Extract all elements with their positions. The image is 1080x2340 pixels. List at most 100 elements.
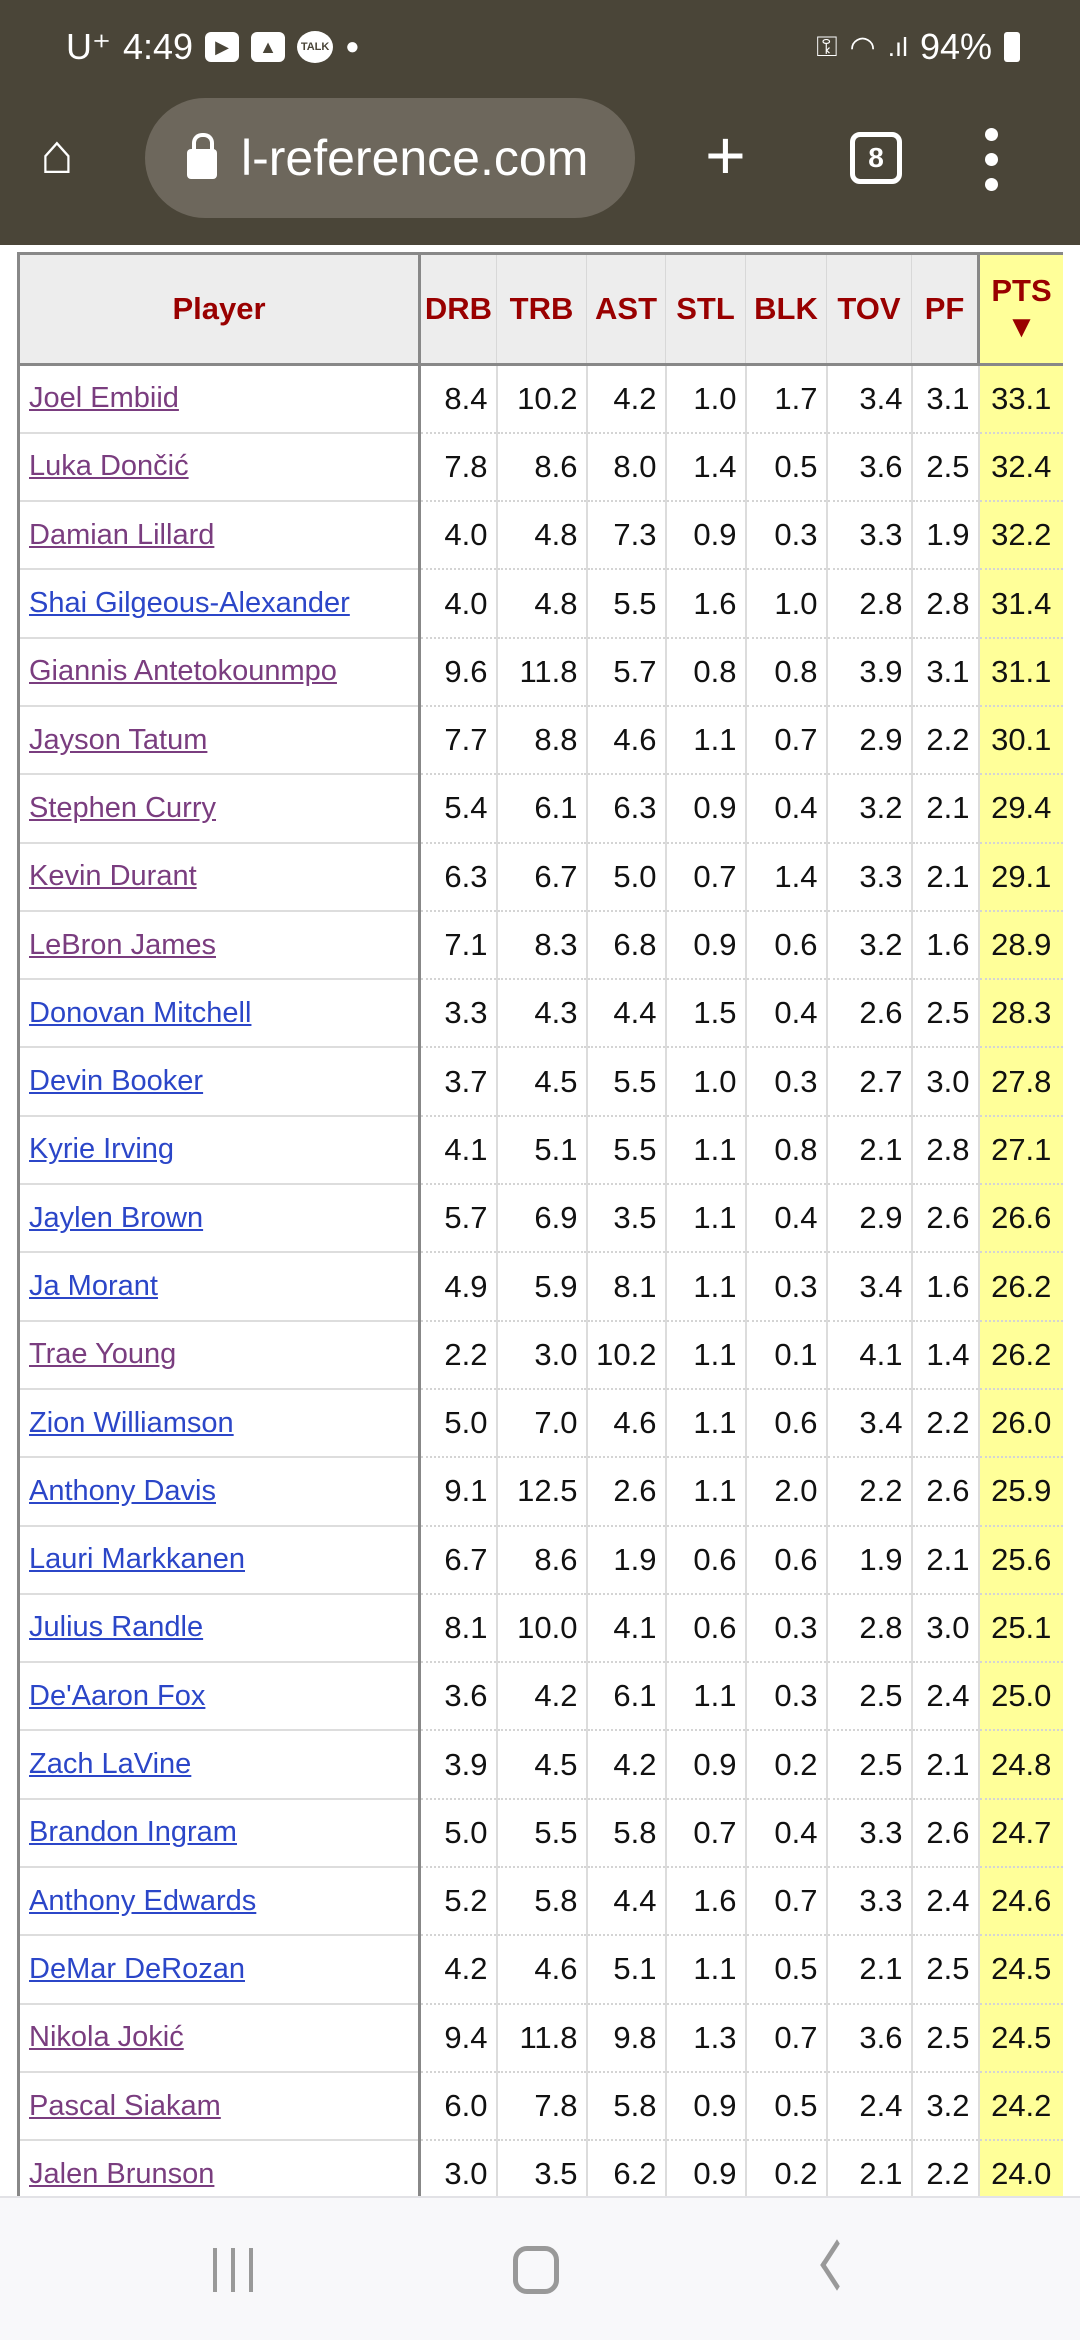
table-row: Donovan Mitchell 3.3 4.3 4.4 1.5 0.4 2.6 2.5 28.… [18, 979, 1063, 1049]
stat-cell-blk: 0.4 [745, 1798, 828, 1869]
column-header-drb[interactable]: DRB [419, 253, 497, 366]
stat-cell-trb: 6.9 [496, 1184, 588, 1254]
stat-cell-blk: 0.5 [745, 1935, 828, 2005]
player-link[interactable]: De'Aaron Fox [29, 1679, 206, 1712]
player-link[interactable]: DeMar DeRozan [29, 1952, 245, 1985]
stat-cell-drb: 5.4 [419, 774, 498, 844]
player-cell: Jalen Brunson [18, 2140, 421, 2196]
stat-cell-tov: 3.3 [826, 501, 913, 571]
player-link[interactable]: Jaylen Brown [29, 1201, 204, 1234]
player-link[interactable]: Jayson Tatum [29, 723, 208, 756]
stat-cell-blk: 0.8 [745, 1115, 828, 1186]
stat-cell-stl: 1.0 [665, 1047, 747, 1117]
stat-cell-blk: 0.3 [745, 1662, 828, 1732]
player-link[interactable]: Damian Lillard [29, 518, 215, 551]
player-link[interactable]: LeBron James [29, 928, 216, 961]
player-link[interactable]: Kevin Durant [29, 860, 197, 893]
player-cell: Jaylen Brown [18, 1184, 421, 1254]
player-link[interactable]: Anthony Davis [29, 1474, 216, 1507]
player-link[interactable]: Giannis Antetokounmpo [29, 655, 337, 688]
player-link[interactable]: Ja Morant [29, 1270, 158, 1302]
column-header-stl[interactable]: STL [665, 253, 746, 366]
player-link[interactable]: Kyrie Irving [29, 1133, 175, 1166]
stat-cell-drb: 5.7 [419, 1184, 498, 1254]
table-row: Anthony Edwards 5.2 5.8 4.4 1.6 0.7 3.3 2.4 24.6 [18, 1867, 1063, 1937]
stat-cell-trb: 4.2 [496, 1662, 588, 1732]
player-cell: Devin Booker [18, 1047, 421, 1117]
table-row: DeMar DeRozan 4.2 4.6 5.1 1.1 0.5 2.1 2.5 24.5 [18, 1935, 1063, 2005]
column-header-blk[interactable]: BLK [745, 253, 827, 366]
stat-cell-pf: 2.5 [911, 2003, 980, 2073]
stat-cell-pts: 33.1 [978, 364, 1063, 434]
more-menu-icon[interactable] [985, 128, 999, 191]
stat-cell-pf: 2.8 [911, 569, 980, 639]
player-link[interactable]: Nikola Jokić [29, 2021, 184, 2054]
new-tab-icon[interactable]: + [705, 116, 746, 194]
table-row: Devin Booker 3.7 4.5 5.5 1.0 0.3 2.7 3.0 27.8 [18, 1047, 1063, 1117]
back-icon[interactable] [820, 2239, 854, 2291]
player-link[interactable]: Trae Young [29, 1338, 177, 1371]
stat-cell-drb: 3.7 [419, 1047, 498, 1117]
column-header-player[interactable]: Player [18, 253, 421, 366]
player-link[interactable]: Jalen Brunson [29, 2157, 215, 2190]
stat-cell-trb: 5.1 [496, 1115, 588, 1186]
kakaotalk-notification-icon: TALK [297, 31, 334, 63]
player-link[interactable]: Donovan Mitchell [29, 996, 252, 1029]
home-nav-icon[interactable] [513, 2246, 559, 2294]
stat-cell-ast: 4.4 [586, 1867, 667, 1937]
player-cell: Pascal Siakam [18, 2071, 421, 2142]
player-link[interactable]: Anthony Edwards [29, 1884, 257, 1917]
player-link[interactable]: Luka Dončić [29, 450, 189, 483]
column-header-pts[interactable]: PTS ▼ [977, 253, 1063, 366]
status-bar: U⁺ 4:49 ▶ ▲ TALK ● ⚿ ◠ .ıl 94% [0, 22, 1080, 72]
stat-cell-ast: 2.6 [586, 1457, 667, 1527]
player-link[interactable]: Joel Embiid [29, 382, 179, 415]
stat-cell-ast: 4.4 [586, 979, 667, 1049]
stat-cell-trb: 3.0 [496, 1320, 588, 1390]
player-link[interactable]: Brandon Ingram [29, 1816, 237, 1849]
player-cell: Ja Morant [18, 1252, 421, 1322]
stat-cell-pf: 3.2 [911, 2071, 980, 2142]
stat-cell-pf: 1.9 [911, 501, 980, 571]
recent-apps-icon[interactable] [213, 2248, 253, 2292]
stat-cell-ast: 4.6 [586, 705, 667, 776]
stat-cell-tov: 3.6 [826, 2003, 913, 2073]
player-link[interactable]: Zach LaVine [29, 1748, 192, 1781]
tab-switcher-button[interactable]: 8 [850, 132, 902, 184]
address-bar[interactable]: l-reference.com [145, 98, 635, 218]
stat-cell-pf: 2.4 [911, 1662, 980, 1732]
player-link[interactable]: Devin Booker [29, 1065, 204, 1098]
column-header-pf[interactable]: PF [911, 253, 979, 366]
stat-cell-blk: 0.3 [745, 1047, 828, 1117]
player-link[interactable]: Julius Randle [29, 1611, 204, 1644]
stat-cell-stl: 0.9 [665, 501, 747, 571]
home-icon[interactable]: ⌂ [40, 122, 74, 185]
stat-cell-pf: 2.1 [911, 842, 980, 912]
stat-cell-ast: 5.8 [586, 1798, 667, 1869]
player-link[interactable]: Pascal Siakam [29, 2089, 221, 2122]
url-text[interactable]: l-reference.com [241, 130, 589, 186]
stat-cell-drb: 6.0 [419, 2071, 498, 2142]
stat-cell-stl: 0.7 [665, 1798, 747, 1869]
stat-cell-trb: 3.5 [496, 2140, 588, 2196]
player-cell: Zach LaVine [18, 1730, 421, 1800]
stats-table-container[interactable]: Player DRB TRB AST STL BLK TOV PF PTS ▼ Joel Embi… [17, 252, 1063, 2196]
youtube-notification-icon: ▶ [205, 32, 240, 62]
stat-cell-stl: 1.1 [665, 1252, 747, 1322]
stat-cell-stl: 1.0 [665, 364, 747, 434]
player-link[interactable]: Zion Williamson [29, 1406, 234, 1439]
table-row: Jayson Tatum 7.7 8.8 4.6 1.1 0.7 2.9 2.2 30.1 [18, 705, 1063, 776]
stat-cell-blk: 0.7 [745, 2003, 828, 2073]
column-header-trb[interactable]: TRB [496, 253, 587, 366]
player-link[interactable]: Shai Gilgeous-Alexander [29, 587, 350, 620]
column-header-tov[interactable]: TOV [826, 253, 912, 366]
stat-cell-drb: 4.0 [419, 501, 498, 571]
player-link[interactable]: Lauri Markkanen [29, 1543, 245, 1576]
column-header-ast[interactable]: AST [586, 253, 666, 366]
player-link[interactable]: Stephen Curry [29, 791, 216, 824]
player-cell: Joel Embiid [18, 364, 421, 434]
stat-cell-drb: 3.0 [419, 2140, 498, 2196]
stat-cell-trb: 12.5 [496, 1457, 588, 1527]
browser-chrome: U⁺ 4:49 ▶ ▲ TALK ● ⚿ ◠ .ıl 94% ⌂ l-refer… [0, 0, 1080, 245]
stat-cell-tov: 2.5 [826, 1662, 913, 1732]
